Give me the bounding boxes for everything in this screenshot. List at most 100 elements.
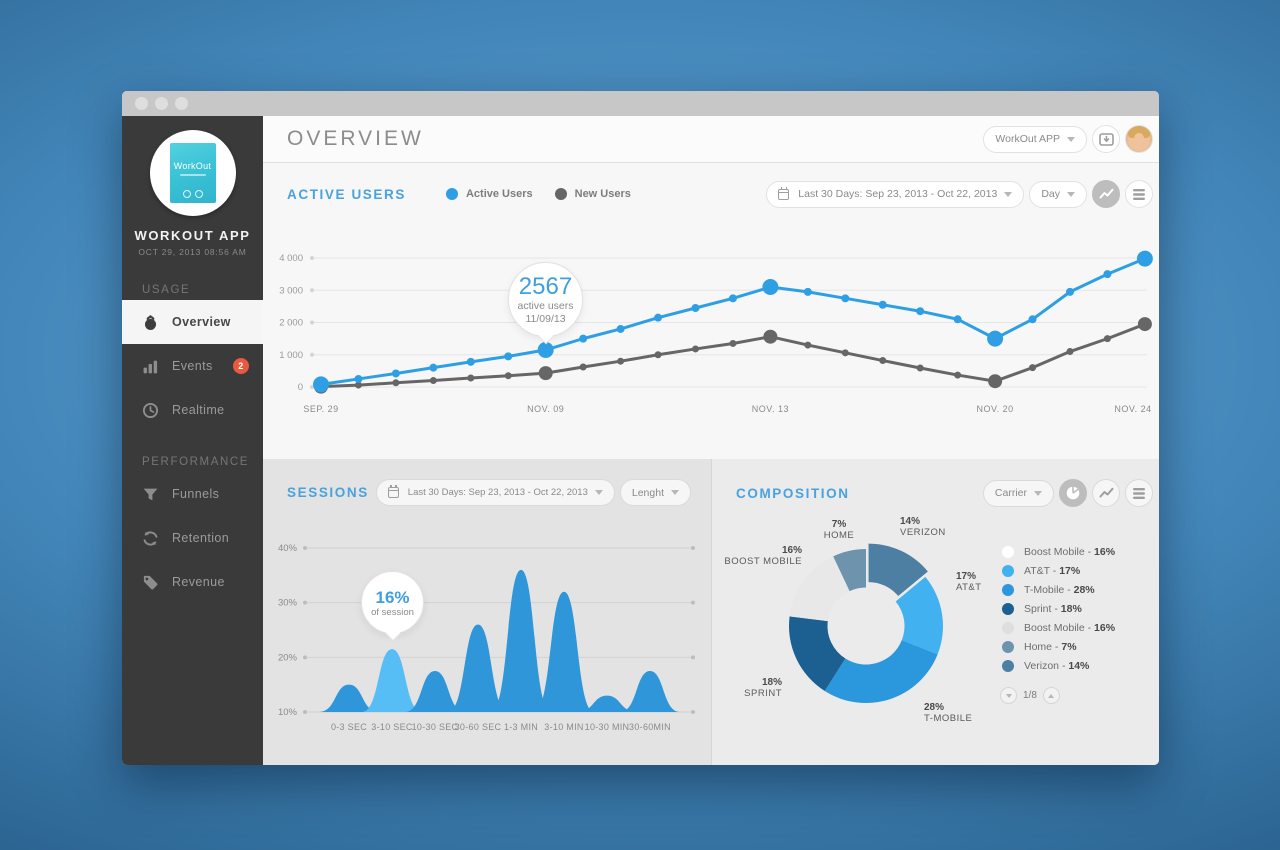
twitter-icon bbox=[182, 190, 191, 198]
slice-label-verizon: 14% VERIZON bbox=[900, 516, 946, 538]
active-users-legend: Active Users New Users bbox=[445, 188, 631, 200]
app-selector-label: WorkOut APP bbox=[995, 133, 1060, 145]
chevron-up-icon bbox=[1048, 693, 1055, 698]
line-chart-view-button[interactable] bbox=[1092, 180, 1120, 208]
chevron-down-icon bbox=[1067, 136, 1075, 142]
window-control-dot[interactable] bbox=[175, 97, 188, 110]
chevron-down-icon bbox=[594, 490, 603, 495]
logo-text: WorkOut bbox=[173, 161, 212, 171]
granularity-dropdown[interactable]: Day bbox=[1029, 180, 1087, 208]
legend-item[interactable]: AT&T - 17% bbox=[1002, 561, 1115, 580]
legend-dot bbox=[1002, 659, 1014, 672]
sidebar-item-overview[interactable]: Overview bbox=[122, 300, 263, 344]
app-timestamp: OCT 29, 2013 08:56 AM bbox=[138, 247, 247, 257]
pager-up-button[interactable] bbox=[1042, 687, 1060, 704]
legend-item[interactable]: Boost Mobile - 16% bbox=[1002, 542, 1115, 561]
svg-text:NOV. 13: NOV. 13 bbox=[752, 404, 789, 414]
active-users-chart[interactable]: 0 1 000 2 000 3 000 4 000 SEP. 29 NOV. 09 NOV. … bbox=[263, 218, 1159, 459]
sessions-date-range-dropdown[interactable]: Last 30 Days: Sep 23, 2013 - Oct 22, 201… bbox=[375, 479, 615, 506]
app-selector-dropdown[interactable]: WorkOut APP bbox=[983, 125, 1087, 153]
svg-text:SEP. 29: SEP. 29 bbox=[303, 404, 338, 414]
svg-text:4 000: 4 000 bbox=[279, 253, 303, 264]
composition-donut-chart[interactable] bbox=[776, 536, 956, 716]
logo-tagline bbox=[179, 174, 206, 176]
sidebar-item-funnels[interactable]: Funnels bbox=[122, 472, 263, 516]
sidebar-item-label: Overview bbox=[172, 315, 231, 329]
svg-text:30-60MIN: 30-60MIN bbox=[629, 722, 671, 732]
pie-chart-icon bbox=[1066, 486, 1080, 500]
composition-title: COMPOSITION bbox=[736, 485, 850, 501]
phone-mockup: WorkOut bbox=[167, 138, 218, 208]
legend-item-active-users[interactable]: Active Users bbox=[445, 188, 533, 200]
list-view-button[interactable] bbox=[1125, 479, 1153, 507]
date-range-label: Last 30 Days: Sep 23, 2013 - Oct 22, 201… bbox=[798, 188, 998, 200]
list-view-button[interactable] bbox=[1125, 180, 1153, 208]
svg-text:0-3 SEC: 0-3 SEC bbox=[331, 722, 367, 732]
legend-dot bbox=[1002, 583, 1014, 596]
window-control-dot[interactable] bbox=[135, 97, 148, 110]
line-chart-icon bbox=[1099, 188, 1113, 199]
composition-section: COMPOSITION Carrier bbox=[712, 459, 1159, 765]
refresh-icon bbox=[143, 530, 158, 546]
window-control-dot[interactable] bbox=[155, 97, 168, 110]
sidebar-item-label: Revenue bbox=[172, 575, 225, 589]
page-title: OVERVIEW bbox=[287, 127, 424, 150]
slice-label-boost-mobile: 16% BOOST MOBILE bbox=[724, 545, 802, 567]
legend-dot bbox=[1002, 640, 1014, 653]
granularity-label: Day bbox=[1041, 188, 1060, 200]
slice-label-home: 7% HOME bbox=[823, 519, 855, 541]
chevron-down-icon bbox=[1004, 191, 1013, 197]
svg-text:3-10 MIN: 3-10 MIN bbox=[544, 722, 583, 732]
calendar-icon bbox=[387, 485, 399, 498]
sidebar: WorkOut WORKOUT APP OCT 29, 2013 08:56 A… bbox=[122, 116, 263, 765]
sidebar-item-realtime[interactable]: Realtime bbox=[122, 388, 263, 432]
user-avatar[interactable] bbox=[1125, 125, 1153, 153]
legend-item[interactable]: Sprint - 18% bbox=[1002, 599, 1115, 618]
carrier-dropdown[interactable]: Carrier bbox=[982, 479, 1054, 507]
export-button[interactable] bbox=[1092, 125, 1120, 153]
svg-text:3-10 SEC: 3-10 SEC bbox=[371, 722, 413, 732]
social-icons bbox=[182, 190, 203, 198]
pager-position: 1/8 bbox=[1023, 690, 1037, 701]
sessions-date-range-label: Last 30 Days: Sep 23, 2013 - Oct 22, 201… bbox=[407, 487, 588, 498]
svg-text:NOV. 24: NOV. 24 bbox=[1114, 404, 1151, 414]
sessions-section: SESSIONS Last 30 Days: Sep 23, 2013 - Oc… bbox=[263, 459, 712, 765]
line-view-button[interactable] bbox=[1092, 479, 1120, 507]
sidebar-section-usage: USAGE bbox=[142, 284, 191, 296]
legend-dot bbox=[1002, 545, 1014, 558]
active-users-tooltip: 2567 active users 11/09/13 bbox=[508, 262, 583, 337]
chevron-down-icon bbox=[1005, 693, 1012, 698]
svg-text:NOV. 09: NOV. 09 bbox=[527, 404, 564, 414]
svg-text:30%: 30% bbox=[278, 598, 298, 609]
length-dropdown[interactable]: Lenght bbox=[619, 479, 691, 506]
legend-dot bbox=[554, 188, 567, 200]
pager-down-button[interactable] bbox=[1000, 687, 1017, 704]
svg-text:0: 0 bbox=[298, 382, 303, 393]
window-titlebar[interactable] bbox=[122, 91, 1159, 116]
sessions-title: SESSIONS bbox=[287, 485, 369, 500]
pie-view-button[interactable] bbox=[1059, 479, 1087, 507]
legend-item[interactable]: T-Mobile - 28% bbox=[1002, 580, 1115, 599]
sidebar-item-retention[interactable]: Retention bbox=[122, 516, 263, 560]
svg-text:30-60 SEC: 30-60 SEC bbox=[455, 722, 502, 732]
svg-text:1 000: 1 000 bbox=[279, 350, 303, 361]
active-users-section: ACTIVE USERS Active Users New Users bbox=[263, 163, 1159, 459]
sidebar-item-label: Events bbox=[172, 359, 213, 373]
chevron-down-icon bbox=[671, 490, 679, 495]
legend-dot bbox=[445, 188, 458, 200]
svg-text:1-3 MIN: 1-3 MIN bbox=[504, 722, 538, 732]
chevron-down-icon bbox=[1067, 191, 1075, 197]
slice-label-sprint: 18% SPRINT bbox=[744, 677, 782, 699]
legend-dot bbox=[1002, 602, 1014, 615]
legend-item[interactable]: Verizon - 14% bbox=[1002, 656, 1115, 675]
legend-item[interactable]: Boost Mobile - 16% bbox=[1002, 618, 1115, 637]
legend-item[interactable]: Home - 7% bbox=[1002, 637, 1115, 656]
sidebar-item-events[interactable]: Events 2 bbox=[122, 344, 263, 388]
facebook-icon bbox=[194, 190, 203, 198]
sidebar-section-performance: PERFORMANCE bbox=[142, 456, 250, 468]
legend-item-new-users[interactable]: New Users bbox=[554, 188, 631, 200]
sidebar-item-revenue[interactable]: Revenue bbox=[122, 560, 263, 604]
slice-label-att: 17% AT&T bbox=[956, 571, 982, 593]
date-range-dropdown[interactable]: Last 30 Days: Sep 23, 2013 - Oct 22, 201… bbox=[766, 180, 1025, 208]
